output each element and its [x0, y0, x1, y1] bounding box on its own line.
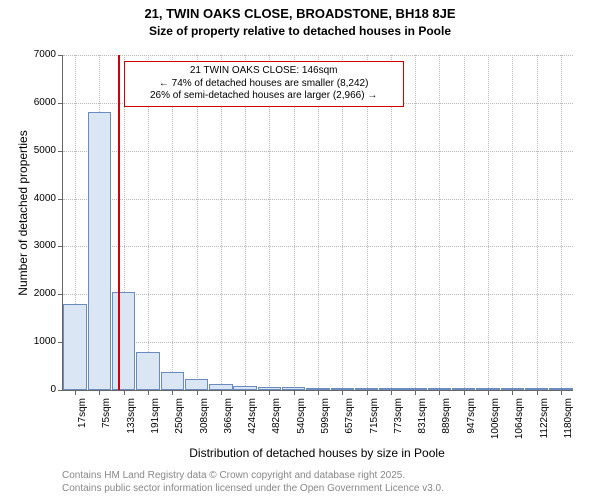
annotation-box: 21 TWIN OAKS CLOSE: 146sqm← 74% of detac…: [124, 61, 404, 107]
xtick-mark: [391, 390, 392, 395]
histogram-bar: [63, 304, 86, 390]
ytick-label: 1000: [20, 336, 56, 347]
xtick-label: 424sqm: [247, 398, 258, 446]
footer-line1: Contains HM Land Registry data © Crown c…: [62, 470, 405, 481]
xtick-mark: [99, 390, 100, 395]
annotation-line2: ← 74% of detached houses are smaller (8,…: [131, 78, 397, 91]
xtick-label: 250sqm: [174, 398, 185, 446]
xtick-label: 889sqm: [441, 398, 452, 446]
xtick-mark: [172, 390, 173, 395]
xtick-label: 191sqm: [150, 398, 161, 446]
xtick-mark: [75, 390, 76, 395]
xtick-mark: [294, 390, 295, 395]
xtick-mark: [221, 390, 222, 395]
marker-line: [118, 55, 120, 390]
ytick-label: 6000: [20, 97, 56, 108]
ytick-label: 0: [20, 384, 56, 395]
ytick-label: 4000: [20, 193, 56, 204]
chart-title-line1: 21, TWIN OAKS CLOSE, BROADSTONE, BH18 8J…: [0, 6, 600, 21]
gridline-v: [512, 55, 513, 390]
gridline-v: [439, 55, 440, 390]
histogram-bar: [88, 112, 111, 390]
xtick-mark: [124, 390, 125, 395]
xtick-mark: [488, 390, 489, 395]
gridline-v: [537, 55, 538, 390]
plot-area: 21 TWIN OAKS CLOSE: 146sqm← 74% of detac…: [62, 55, 573, 391]
ytick-mark: [58, 151, 63, 152]
ytick-mark: [58, 342, 63, 343]
xtick-mark: [561, 390, 562, 395]
xtick-mark: [367, 390, 368, 395]
histogram-bar: [112, 292, 135, 390]
ytick-label: 3000: [20, 240, 56, 251]
xtick-mark: [148, 390, 149, 395]
xtick-mark: [537, 390, 538, 395]
xtick-mark: [318, 390, 319, 395]
ytick-label: 5000: [20, 145, 56, 156]
xtick-label: 366sqm: [223, 398, 234, 446]
xtick-mark: [342, 390, 343, 395]
xtick-mark: [512, 390, 513, 395]
annotation-line3: 26% of semi-detached houses are larger (…: [131, 90, 397, 103]
xtick-label: 773sqm: [393, 398, 404, 446]
xtick-label: 831sqm: [417, 398, 428, 446]
annotation-line1: 21 TWIN OAKS CLOSE: 146sqm: [131, 65, 397, 78]
xtick-label: 1006sqm: [490, 398, 501, 446]
ytick-mark: [58, 103, 63, 104]
xtick-label: 715sqm: [369, 398, 380, 446]
ytick-mark: [58, 246, 63, 247]
footer-line2: Contains public sector information licen…: [62, 483, 444, 494]
xtick-label: 1180sqm: [563, 398, 574, 446]
ytick-label: 2000: [20, 288, 56, 299]
gridline-v: [464, 55, 465, 390]
histogram-bar: [161, 372, 184, 390]
histogram-bar: [185, 379, 208, 390]
chart-title-line2: Size of property relative to detached ho…: [0, 24, 600, 38]
ytick-mark: [58, 390, 63, 391]
ytick-mark: [58, 199, 63, 200]
xtick-mark: [245, 390, 246, 395]
ytick-mark: [58, 294, 63, 295]
ytick-mark: [58, 55, 63, 56]
y-axis-label: Number of detached properties: [16, 113, 30, 313]
xtick-label: 1122sqm: [539, 398, 550, 446]
xtick-label: 540sqm: [296, 398, 307, 446]
x-axis-label: Distribution of detached houses by size …: [62, 446, 572, 460]
ytick-label: 7000: [20, 49, 56, 60]
xtick-mark: [415, 390, 416, 395]
xtick-label: 599sqm: [320, 398, 331, 446]
xtick-label: 17sqm: [77, 398, 88, 446]
xtick-mark: [464, 390, 465, 395]
xtick-label: 947sqm: [466, 398, 477, 446]
histogram-bar: [136, 352, 159, 390]
xtick-label: 133sqm: [126, 398, 137, 446]
histogram-chart: 21, TWIN OAKS CLOSE, BROADSTONE, BH18 8J…: [0, 0, 600, 500]
xtick-label: 1064sqm: [514, 398, 525, 446]
xtick-label: 482sqm: [271, 398, 282, 446]
xtick-mark: [269, 390, 270, 395]
xtick-mark: [439, 390, 440, 395]
gridline-v: [415, 55, 416, 390]
xtick-mark: [197, 390, 198, 395]
xtick-label: 75sqm: [101, 398, 112, 446]
gridline-v: [488, 55, 489, 390]
xtick-label: 308sqm: [199, 398, 210, 446]
xtick-label: 657sqm: [344, 398, 355, 446]
gridline-v: [561, 55, 562, 390]
